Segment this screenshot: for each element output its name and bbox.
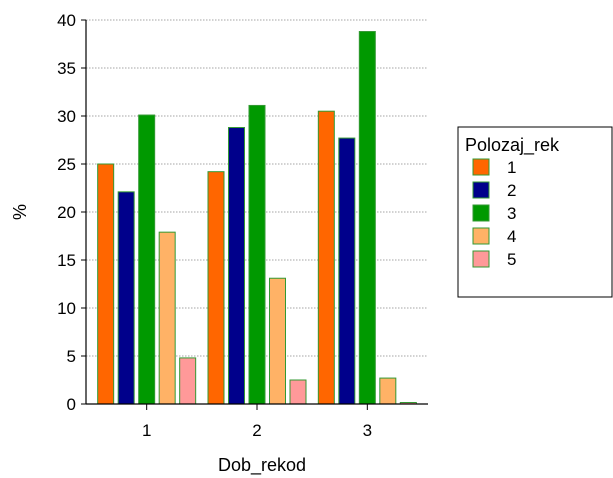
bar-series-3-cat-2 [248,104,266,405]
legend-label-3: 3 [507,204,516,223]
y-tick-label: 20 [57,203,76,222]
legend-swatch-5 [472,250,490,268]
x-tick-label: 3 [363,421,372,440]
bar-series-4-cat-3 [379,377,397,405]
legend-items: 1 2 3 4 5 [472,158,516,269]
legend-title: Polozaj_rek [465,135,560,156]
y-tick-label: 35 [57,59,76,78]
x-axis-title: Dob_rekod [218,455,306,476]
legend-label-5: 5 [507,250,516,269]
legend-swatch-2 [472,181,490,199]
legend-swatch-3 [472,204,490,222]
legend-label-4: 4 [507,227,516,246]
y-tick-label: 0 [67,395,76,414]
legend: Polozaj_rek 1 2 3 4 5 [457,126,613,298]
y-tick-label: 10 [57,299,76,318]
bar-series-3-cat-3 [358,31,376,405]
bar-series-2-cat-3 [338,137,356,405]
bar-series-5-cat-2 [289,379,307,405]
y-ticks: 0 5 10 15 20 25 30 35 40 [57,11,86,414]
bar-series-1-cat-2 [207,171,225,405]
bar-series-1-cat-3 [317,110,335,405]
x-tick-label: 1 [142,421,151,440]
bar-series-5-cat-1 [179,357,197,405]
bar-series-1-cat-1 [97,163,115,405]
legend-swatch-1 [472,158,490,176]
y-tick-label: 25 [57,155,76,174]
legend-label-1: 1 [507,158,516,177]
y-tick-label: 30 [57,107,76,126]
bar-series-2-cat-1 [117,191,135,405]
legend-swatch-4 [472,227,490,245]
y-tick-label: 5 [67,347,76,366]
bar-series-4-cat-1 [158,231,176,405]
bars [97,31,417,405]
y-tick-label: 15 [57,251,76,270]
bar-series-3-cat-1 [138,114,156,405]
x-ticks: 1 2 3 [142,404,372,440]
x-tick-label: 2 [252,421,261,440]
bar-series-4-cat-2 [269,277,286,405]
bar-series-2-cat-2 [228,127,245,405]
legend-label-2: 2 [507,181,516,200]
y-tick-label: 40 [57,11,76,30]
y-axis-title: % [10,204,30,220]
